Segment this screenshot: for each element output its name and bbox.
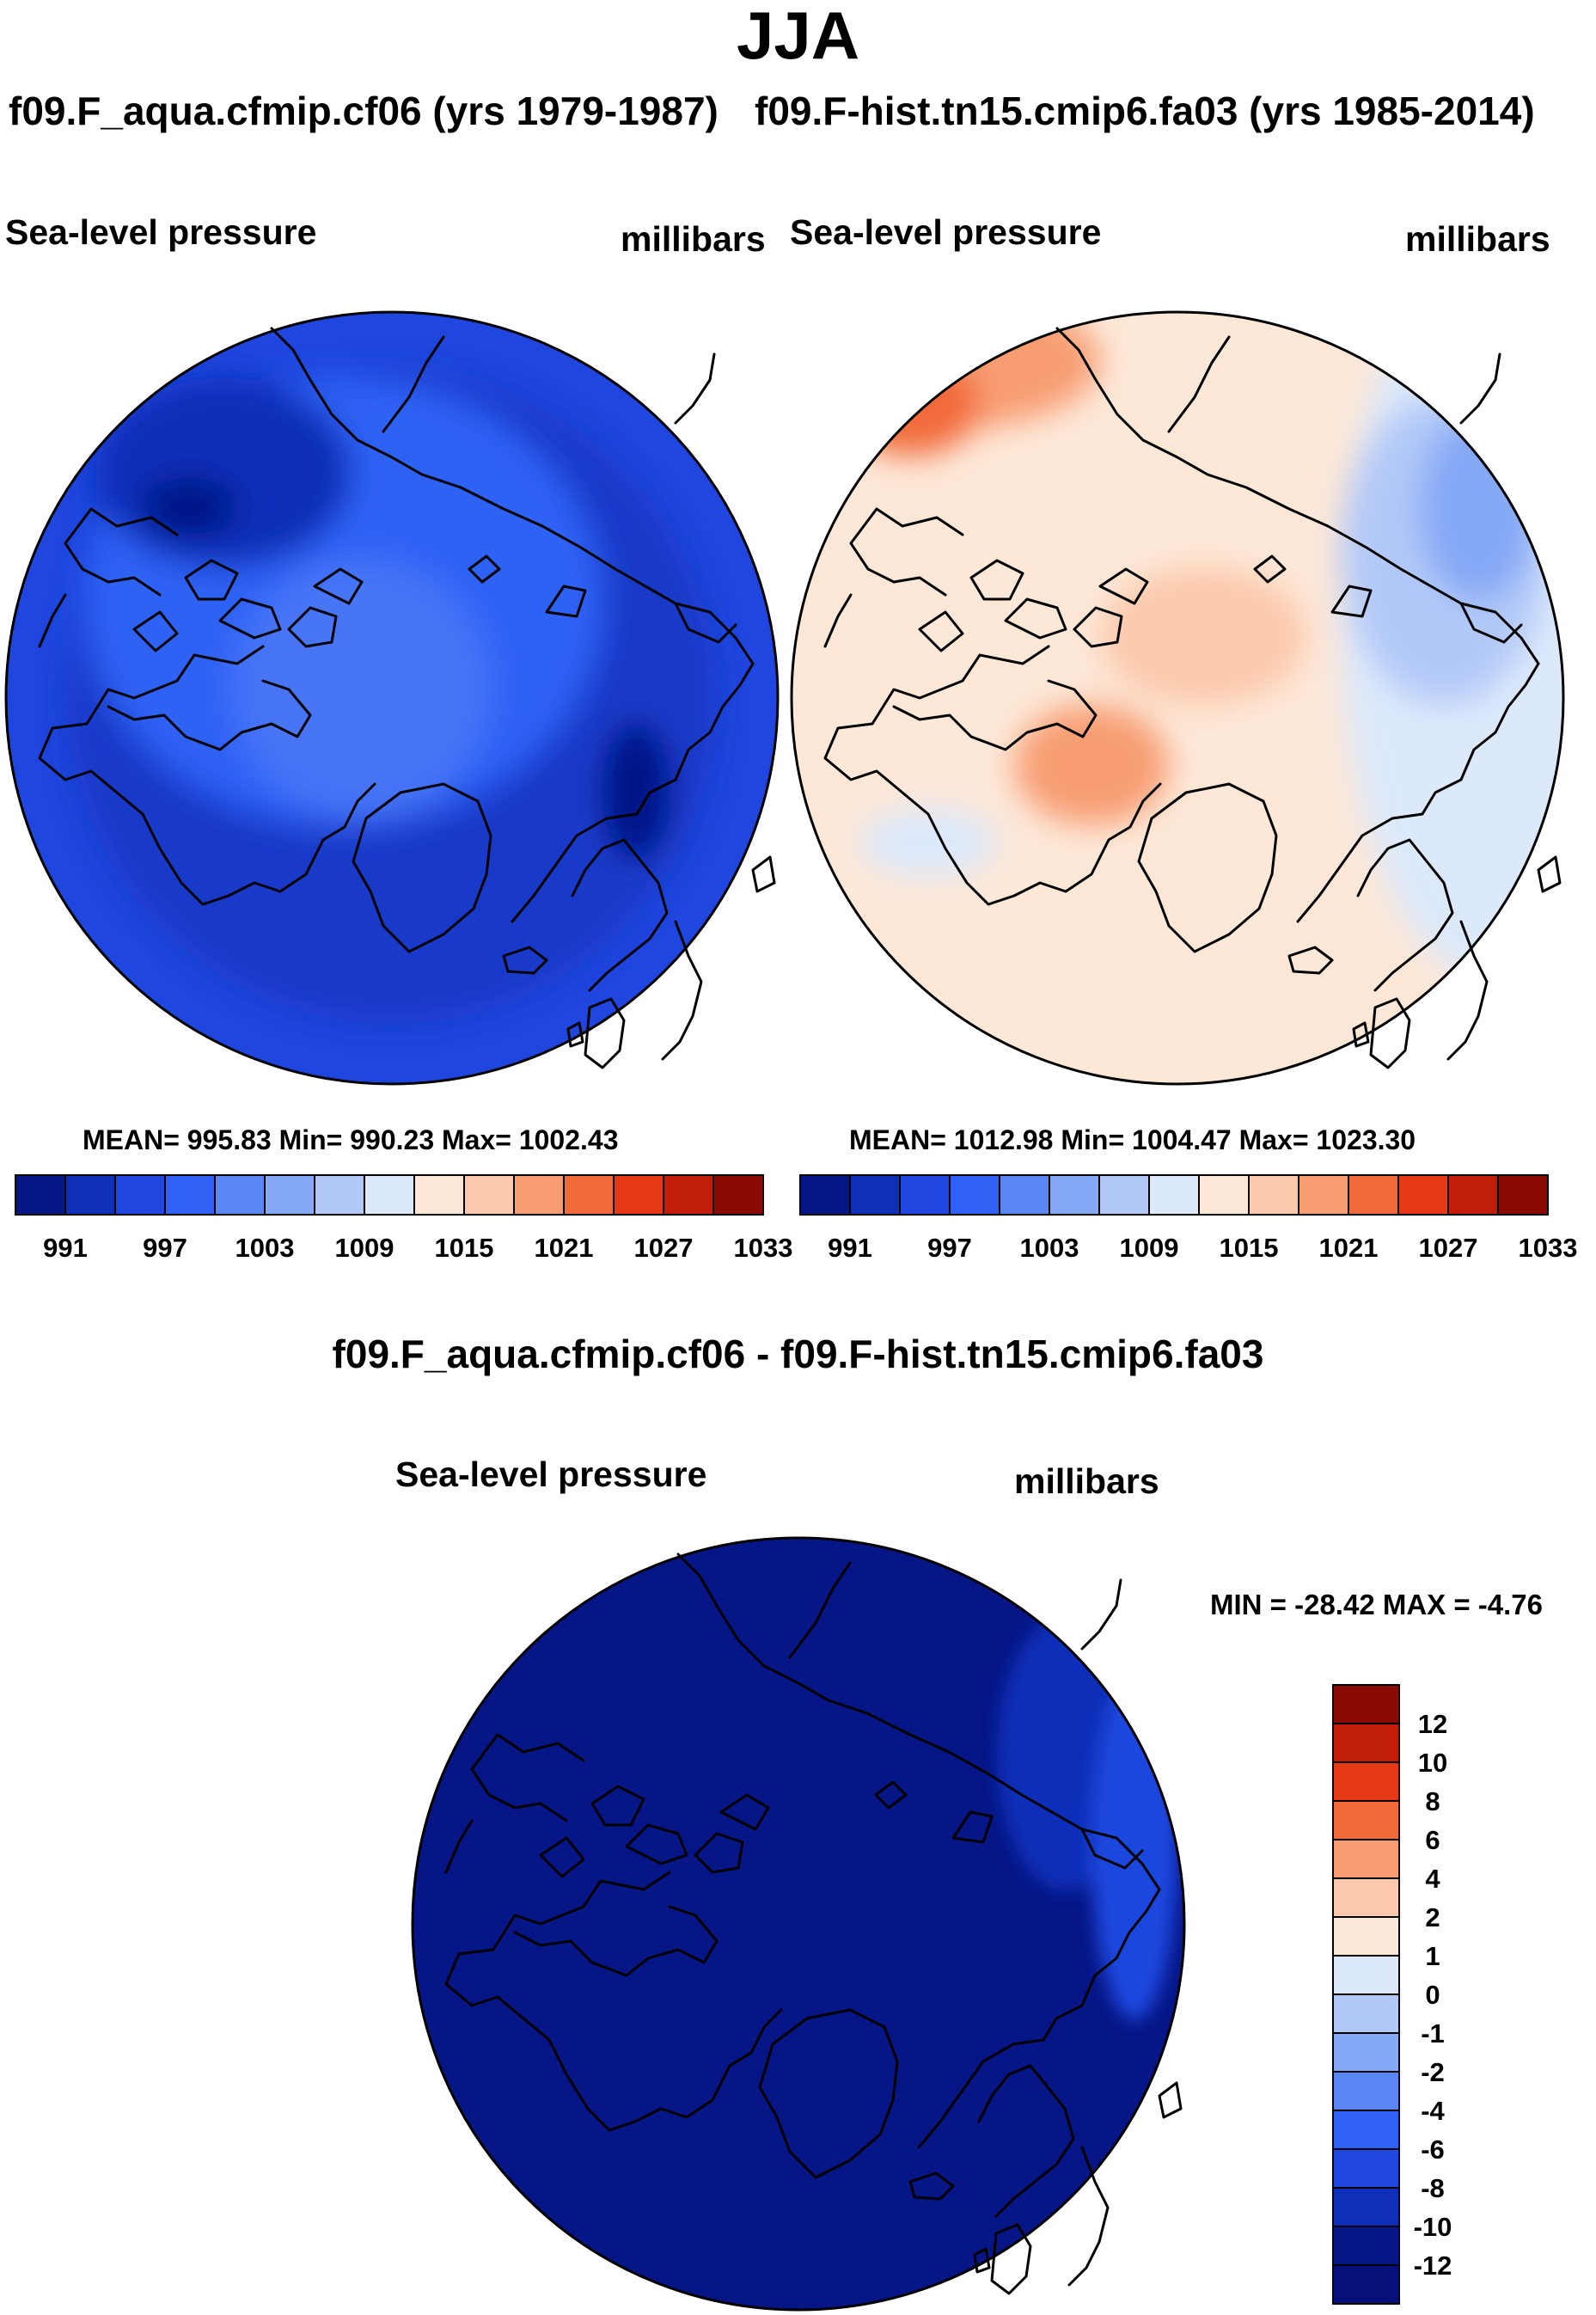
colorbar-box xyxy=(1332,1955,1400,1995)
colorbar-box xyxy=(64,1174,116,1216)
colorbar-box xyxy=(1248,1174,1299,1216)
left-stats: MEAN= 995.83 Min= 990.23 Max= 1002.43 xyxy=(83,1124,619,1155)
diff-units-label: millibars xyxy=(1014,1461,1159,1501)
colorbar-box xyxy=(214,1174,266,1216)
colorbar-tick-label: 991 xyxy=(43,1233,88,1263)
left-map xyxy=(4,310,780,1086)
colorbar-tick-label: -8 xyxy=(1421,2173,1445,2203)
colorbar-tick-label: 1033 xyxy=(1519,1233,1578,1263)
colorbar-box xyxy=(1198,1174,1250,1216)
colorbar-tick-label: 997 xyxy=(927,1233,972,1263)
colorbar-tick-label: 6 xyxy=(1425,1825,1440,1855)
colorbar-tick-label: 1015 xyxy=(1220,1233,1279,1263)
colorbar-box xyxy=(364,1174,415,1216)
colorbar-tick-label: 4 xyxy=(1425,1864,1440,1894)
colorbar-tick-label: -2 xyxy=(1421,2057,1445,2087)
right-panel-title: f09.F-hist.tn15.cmip6.fa03 (yrs 1985-201… xyxy=(755,89,1535,133)
colorbar-tick-label: 1027 xyxy=(634,1233,694,1263)
colorbar-box xyxy=(1332,2148,1400,2189)
colorbar-tick-label: 1009 xyxy=(1120,1233,1179,1263)
left-units-label: millibars xyxy=(621,219,766,259)
colorbar-tick-label: 12 xyxy=(1418,1709,1447,1739)
colorbar-tick-label: -10 xyxy=(1414,2212,1452,2242)
colorbar-box xyxy=(613,1174,664,1216)
colorbar-box xyxy=(1332,1877,1400,1918)
colorbar-box xyxy=(1332,1993,1400,2034)
colorbar-box xyxy=(999,1174,1050,1216)
diff-variable-label: Sea-level pressure xyxy=(395,1455,707,1494)
colorbar-tick-label: 1015 xyxy=(435,1233,494,1263)
colorbar-box xyxy=(164,1174,216,1216)
left-panel-title: f09.F_aqua.cfmip.cf06 (yrs 1979-1987) xyxy=(9,89,719,133)
colorbar-tick-label: 10 xyxy=(1418,1748,1447,1778)
colorbar-tick-label: 1027 xyxy=(1419,1233,1478,1263)
colorbar-box xyxy=(712,1174,764,1216)
colorbar-box xyxy=(1332,1723,1400,1763)
colorbar-tick-label: 2 xyxy=(1425,1902,1440,1932)
colorbar-box xyxy=(1298,1174,1349,1216)
difference-map xyxy=(411,1536,1186,2312)
difference-panel-title: f09.F_aqua.cfmip.cf06 - f09.F-hist.tn15.… xyxy=(332,1332,1264,1376)
colorbar-tick-label: -12 xyxy=(1414,2251,1452,2281)
colorbar-box xyxy=(1332,2071,1400,2111)
colorbar-tick-label: 1009 xyxy=(335,1233,394,1263)
colorbar-tick-label: 1 xyxy=(1425,1941,1440,1971)
colorbar-box xyxy=(1332,1839,1400,1879)
colorbar-box xyxy=(413,1174,465,1216)
colorbar-box xyxy=(1447,1174,1499,1216)
colorbar-box xyxy=(1098,1174,1150,1216)
colorbar-box xyxy=(513,1174,565,1216)
left-colorbar: 991 997 1003 1009 1015 1021 1027 1033 xyxy=(15,1174,793,1263)
colorbar-box xyxy=(949,1174,1000,1216)
right-units-label: millibars xyxy=(1405,219,1550,259)
diff-min-max: MIN = -28.42 MAX = -4.76 xyxy=(1210,1589,1543,1620)
colorbar-tick-label: 1003 xyxy=(1020,1233,1079,1263)
right-map xyxy=(790,310,1565,1086)
colorbar-box xyxy=(1332,2110,1400,2150)
colorbar-box xyxy=(563,1174,615,1216)
colorbar-box xyxy=(1332,2187,1400,2227)
colorbar-box xyxy=(463,1174,515,1216)
colorbar-tick-label: 1021 xyxy=(1319,1233,1379,1263)
colorbar-tick-label: -1 xyxy=(1421,2018,1445,2049)
colorbar-box xyxy=(15,1174,66,1216)
colorbar-box xyxy=(114,1174,166,1216)
colorbar-box xyxy=(314,1174,365,1216)
colorbar-box xyxy=(1332,2226,1400,2266)
colorbar-box xyxy=(1332,1800,1400,1840)
colorbar-tick-label: -4 xyxy=(1421,2096,1445,2126)
colorbar-box xyxy=(849,1174,901,1216)
colorbar-tick-label: 997 xyxy=(143,1233,187,1263)
colorbar-tick-label: 991 xyxy=(828,1233,872,1263)
colorbar-box xyxy=(1332,2264,1400,2305)
colorbar-tick-label: 1021 xyxy=(535,1233,594,1263)
colorbar-box xyxy=(1348,1174,1399,1216)
colorbar-box xyxy=(1049,1174,1100,1216)
colorbar-box xyxy=(1497,1174,1549,1216)
colorbar-tick-label: -6 xyxy=(1421,2134,1445,2165)
colorbar-box xyxy=(1148,1174,1200,1216)
colorbar-box xyxy=(264,1174,315,1216)
colorbar-tick-label: 0 xyxy=(1425,1980,1440,2010)
colorbar-box xyxy=(899,1174,951,1216)
right-stats: MEAN= 1012.98 Min= 1004.47 Max= 1023.30 xyxy=(849,1124,1416,1155)
colorbar-tick-label: 1003 xyxy=(235,1233,295,1263)
colorbar-box xyxy=(663,1174,714,1216)
figure-title: JJA xyxy=(736,0,860,73)
colorbar-tick-label: 1033 xyxy=(734,1233,793,1263)
colorbar-box xyxy=(799,1174,851,1216)
colorbar-box xyxy=(1397,1174,1449,1216)
colorbar-box xyxy=(1332,2032,1400,2073)
colorbar-tick-label: 8 xyxy=(1425,1786,1440,1816)
colorbar-box xyxy=(1332,1684,1400,1724)
colorbar-box xyxy=(1332,1761,1400,1802)
left-variable-label: Sea-level pressure xyxy=(5,212,317,252)
right-colorbar: 991 997 1003 1009 1015 1021 1027 1033 xyxy=(799,1174,1578,1263)
colorbar-box xyxy=(1332,1916,1400,1957)
right-variable-label: Sea-level pressure xyxy=(790,212,1102,252)
